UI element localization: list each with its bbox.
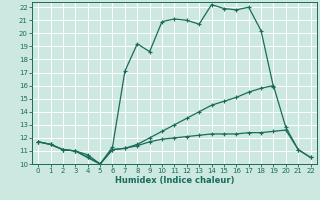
X-axis label: Humidex (Indice chaleur): Humidex (Indice chaleur) xyxy=(115,176,234,185)
